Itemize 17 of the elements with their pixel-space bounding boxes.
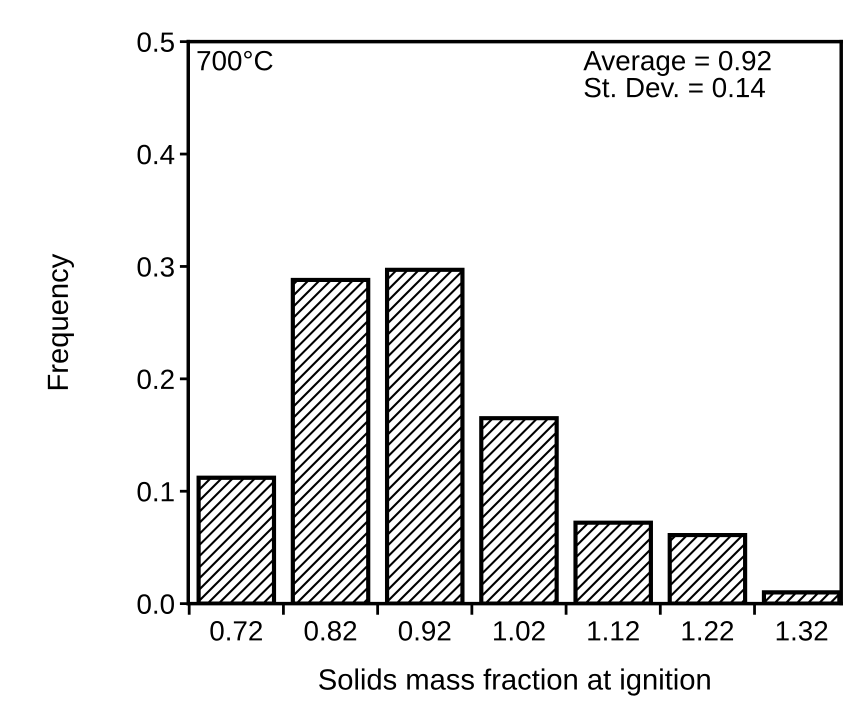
x-tick-label: 0.92: [398, 621, 450, 641]
x-tick-label: 1.22: [682, 621, 734, 640]
x-tick-label: 1.32: [776, 621, 828, 641]
x-tick-label: 0.82: [304, 621, 356, 641]
annotation: 700°C: [198, 50, 273, 70]
y-tick-label: 0.1: [138, 482, 174, 502]
y-tick-label: 0.3: [138, 257, 174, 277]
y-tick-label: 0.4: [138, 144, 174, 164]
x-axis-title: Solids mass fraction at ignition: [319, 668, 710, 696]
y-axis-title: Frequency: [48, 254, 74, 390]
x-tick-label: 1.02: [494, 621, 545, 641]
x-tick-label: 1.12: [588, 621, 639, 640]
y-tick-label: 0.0: [138, 594, 174, 614]
x-tick-label: 0.72: [210, 621, 262, 641]
y-tick-label: 0.5: [138, 32, 174, 52]
y-tick-label: 0.2: [138, 370, 174, 390]
annotation: Average = 0.92 St. Dev. = 0.14: [583, 50, 771, 98]
